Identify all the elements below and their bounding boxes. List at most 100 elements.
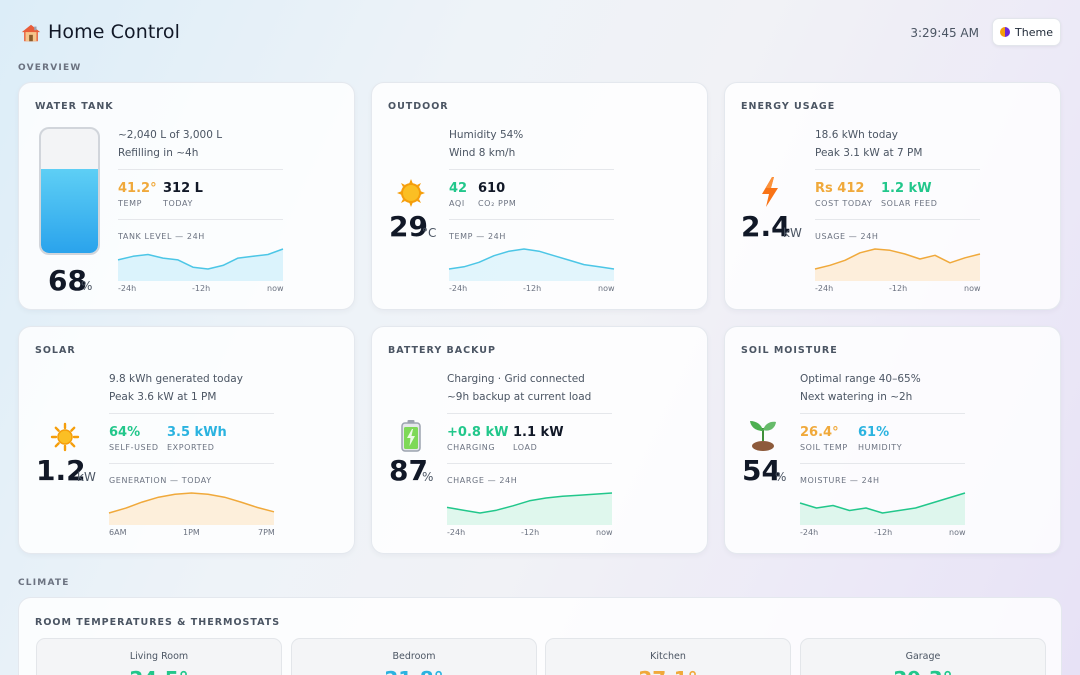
solar-line-1: 9.8 kWh generated today <box>109 373 243 385</box>
room-name: Kitchen <box>650 651 686 662</box>
climate-card: ROOM TEMPERATURES & THERMOSTATS Living R… <box>18 597 1062 675</box>
battery-icon <box>401 420 421 452</box>
divider <box>800 463 965 464</box>
divider <box>109 463 274 464</box>
outdoor-temp-unit: °C <box>422 226 437 240</box>
tick-label: now <box>949 528 966 537</box>
sparkline-area <box>449 249 614 281</box>
outdoor-temp-value: 29 <box>389 210 428 243</box>
tank-gauge <box>39 127 100 255</box>
outdoor-line-1: Humidity 54% <box>449 129 524 141</box>
tick-label: 1PM <box>183 528 200 537</box>
soil-moisture-card[interactable]: SOIL MOISTURE 54 % Optimal range 40–65% … <box>724 326 1061 554</box>
tick-label: -12h <box>523 284 542 293</box>
sparkline-area <box>109 493 274 525</box>
tick-label: -12h <box>521 528 540 537</box>
soil-moisture-sparkline <box>799 492 966 525</box>
sparkline-area <box>800 493 965 525</box>
sparkline-area <box>815 249 980 281</box>
water-tank-card[interactable]: WATER TANK 68 % ~2,040 L of 3,000 L Refi… <box>18 82 355 310</box>
exported-label: EXPORTED <box>167 443 215 452</box>
sun-icon <box>50 422 80 452</box>
room-name: Living Room <box>129 651 189 662</box>
tick-label: -12h <box>874 528 893 537</box>
card-title: SOIL MOISTURE <box>741 345 838 356</box>
card-title: ROOM TEMPERATURES & THERMOSTATS <box>35 617 281 628</box>
battery-line-2: ~9h backup at current load <box>447 391 592 403</box>
solar-power-unit: kW <box>77 470 96 484</box>
battery-backup-card[interactable]: BATTERY BACKUP 87 % Charging · Grid conn… <box>371 326 708 554</box>
divider <box>815 219 980 220</box>
outdoor-card[interactable]: OUTDOOR 29 °C Humidity 54% Wind 8 km/h 4… <box>371 82 708 310</box>
tick-label: -24h <box>447 528 466 537</box>
energy-usage-card[interactable]: ENERGY USAGE 2.4 kW 18.6 kWh today Peak … <box>724 82 1061 310</box>
divider <box>449 169 614 170</box>
soil-line-2: Next watering in ~2h <box>800 391 913 403</box>
soil-temp-label: SOIL TEMP <box>800 443 848 452</box>
lightning-icon <box>762 177 778 207</box>
tank-today-value: 312 L <box>163 181 203 196</box>
tank-level-unit: % <box>81 279 93 293</box>
sparkline-line <box>108 492 275 514</box>
divider <box>447 413 612 414</box>
sparkline-line <box>799 492 966 514</box>
battery-level-unit: % <box>422 470 434 484</box>
tank-temp-label: TEMP <box>118 199 143 208</box>
tick-label: -24h <box>815 284 834 293</box>
room-card-garage[interactable]: Garage 29.3° <box>800 638 1046 675</box>
solar-card[interactable]: SOLAR 1.2 kW 9.8 kWh generated today Pea… <box>18 326 355 554</box>
solar-feed-value: 1.2 kW <box>881 181 932 196</box>
soil-humidity-value: 61% <box>858 425 890 440</box>
solar-spark-label: GENERATION — TODAY <box>109 476 212 485</box>
charging-value: +0.8 kW <box>447 425 509 440</box>
soil-moisture-value: 54 <box>742 454 781 487</box>
battery-charge-sparkline <box>446 492 613 525</box>
battery-level-value: 87 <box>389 454 428 487</box>
sparkline-area <box>118 249 283 281</box>
divider <box>109 413 274 414</box>
section-label-overview: OVERVIEW <box>18 63 82 73</box>
divider <box>118 219 283 220</box>
tick-label: now <box>267 284 284 293</box>
sparkline-line <box>814 248 981 270</box>
tank-today-label: TODAY <box>163 199 193 208</box>
tank-level-sparkline <box>117 248 284 281</box>
co2-value: 610 <box>478 181 506 196</box>
room-temp: 27.1° <box>546 667 790 675</box>
card-title: SOLAR <box>35 345 76 356</box>
tick-label: now <box>964 284 981 293</box>
self-used-label: SELF-USED <box>109 443 159 452</box>
room-card-kitchen[interactable]: Kitchen 27.1° <box>545 638 791 675</box>
load-value: 1.1 kW <box>513 425 564 440</box>
tick-label: now <box>598 284 615 293</box>
tick-label: 7PM <box>258 528 275 537</box>
soil-temp-value: 26.4° <box>800 425 839 440</box>
tank-line-2: Refilling in ~4h <box>118 147 199 159</box>
theme-toggle-button[interactable]: Theme <box>992 18 1061 46</box>
divider <box>449 219 614 220</box>
tick-label: now <box>596 528 613 537</box>
divider <box>447 463 612 464</box>
aqi-label: AQI <box>449 199 465 208</box>
energy-line-2: Peak 3.1 kW at 7 PM <box>815 147 923 159</box>
co2-label: CO₂ PPM <box>478 199 517 208</box>
aqi-value: 42 <box>449 181 468 196</box>
tank-level-value: 68 <box>48 264 87 297</box>
sparkline-line <box>448 248 615 270</box>
room-name: Garage <box>905 651 941 662</box>
load-label: LOAD <box>513 443 538 452</box>
room-name: Bedroom <box>392 651 436 662</box>
tank-fill <box>41 168 98 253</box>
cost-today-label: COST TODAY <box>815 199 873 208</box>
room-card-living-room[interactable]: Living Room 24.5° <box>36 638 282 675</box>
exported-value: 3.5 kWh <box>167 425 227 440</box>
room-card-bedroom[interactable]: Bedroom 21.8° <box>291 638 537 675</box>
room-temp: 24.5° <box>37 667 281 675</box>
room-temp: 21.8° <box>292 667 536 675</box>
charging-label: CHARGING <box>447 443 496 452</box>
tick-label: -24h <box>800 528 819 537</box>
energy-power-unit: kW <box>783 226 802 240</box>
room-temp: 29.3° <box>801 667 1045 675</box>
outdoor-temp-sparkline <box>448 248 615 281</box>
energy-power-value: 2.4 <box>741 210 791 243</box>
